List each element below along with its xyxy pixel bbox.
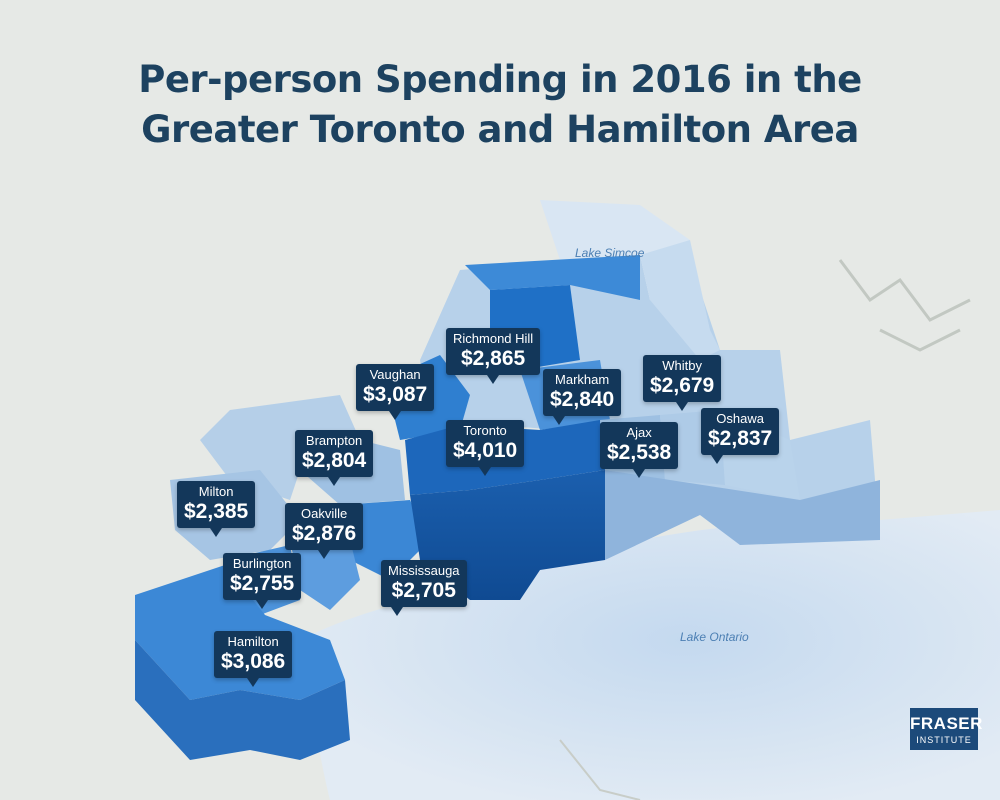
- callout-whitby: Whitby $2,679: [643, 355, 722, 411]
- callout-value: $2,840: [550, 388, 615, 411]
- lake-ontario-label: Lake Ontario: [680, 630, 749, 644]
- callout-value: $2,865: [460, 347, 526, 370]
- callout-hamilton: Hamilton $3,086: [214, 631, 293, 687]
- callout-oshawa: Oshawa $2,837: [701, 408, 780, 464]
- fraser-institute-logo: FRASER INSTITUTE: [910, 708, 983, 750]
- callout-name: Oshawa: [716, 411, 764, 426]
- callout-markham: Markham $2,840: [543, 369, 622, 425]
- callout-value: $2,755: [230, 572, 295, 595]
- callout-name: Mississauga: [388, 563, 460, 578]
- callout-name: Toronto: [463, 423, 507, 438]
- callout-name: Brampton: [305, 433, 363, 448]
- callout-value: $2,385: [184, 500, 249, 523]
- callout-value: $2,837: [708, 427, 773, 450]
- callout-name: Milton: [198, 484, 234, 499]
- title-line-2: Greater Toronto and Hamilton Area: [141, 108, 859, 151]
- logo-line-2: INSTITUTE: [916, 735, 972, 745]
- region-east-side: [605, 470, 880, 560]
- callout-burlington: Burlington $2,755: [223, 553, 302, 609]
- lake-simcoe-label: Lake Simcoe: [575, 246, 645, 260]
- callout-name: Vaughan: [369, 367, 421, 382]
- title-line-1: Per-person Spending in 2016 in the: [138, 58, 862, 101]
- callout-name: Whitby: [662, 358, 702, 373]
- land-crack: [879, 328, 961, 352]
- callout-value: $2,804: [302, 449, 367, 472]
- callout-value: $3,087: [363, 383, 428, 406]
- callout-value: $2,538: [607, 441, 672, 464]
- land-crack: [838, 259, 971, 322]
- callout-name: Hamilton: [227, 634, 279, 649]
- callout-name: Burlington: [232, 556, 292, 571]
- callout-name: Richmond Hill: [453, 331, 534, 346]
- logo-line-1: FRASER: [910, 714, 983, 733]
- callout-value: $2,876: [292, 522, 357, 545]
- callout-value: $2,705: [391, 579, 456, 602]
- callout-ajax: Ajax $2,538: [600, 422, 679, 478]
- page-title: Per-person Spending in 2016 in the Great…: [0, 55, 1000, 155]
- callout-mississauga: Mississauga $2,705: [381, 560, 467, 616]
- lake-ontario-shape: [300, 510, 1000, 800]
- callout-name: Oakville: [300, 506, 348, 521]
- region-north-band: [465, 255, 640, 300]
- callout-name: Ajax: [626, 425, 652, 440]
- callout-oakville: Oakville $2,876: [285, 503, 364, 559]
- callout-milton: Milton $2,385: [177, 481, 256, 537]
- land-crack: [559, 739, 641, 800]
- callout-value: $2,679: [650, 374, 715, 397]
- callout-richmond-hill: Richmond Hill $2,865: [446, 328, 541, 384]
- callout-value: $4,010: [453, 439, 518, 462]
- callout-value: $3,086: [221, 650, 286, 673]
- region-durham-light: [640, 240, 720, 360]
- callout-name: Markham: [555, 372, 610, 387]
- callout-brampton: Brampton $2,804: [295, 430, 374, 486]
- region-hamilton-side: [135, 640, 350, 760]
- callout-toronto: Toronto $4,010: [446, 420, 525, 476]
- callout-vaughan: Vaughan $3,087: [356, 364, 435, 420]
